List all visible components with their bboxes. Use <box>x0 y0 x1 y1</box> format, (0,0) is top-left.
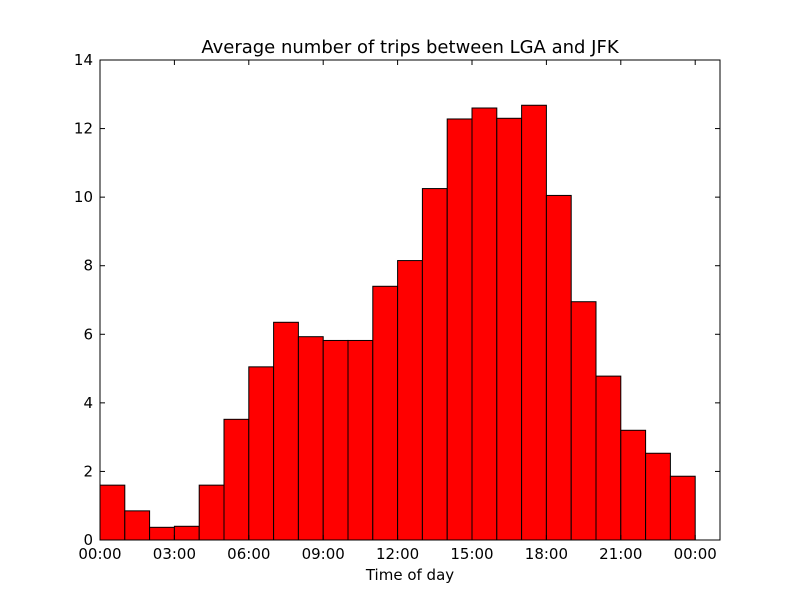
y-tick-label: 8 <box>83 257 93 275</box>
bar-1800 <box>545 194 572 541</box>
bar-1900 <box>570 301 597 541</box>
bar-0100 <box>124 510 151 541</box>
bar-1400 <box>446 118 473 541</box>
bar-0400 <box>198 484 225 541</box>
bars-group <box>99 104 696 541</box>
bar-2100 <box>620 429 647 541</box>
y-tick-label: 4 <box>83 394 93 412</box>
bar-0000 <box>99 484 126 541</box>
y-tick-label: 14 <box>74 51 93 69</box>
bar-0700 <box>273 321 299 541</box>
x-axis-label: Time of day <box>365 566 454 584</box>
chart-title: Average number of trips between LGA and … <box>201 37 619 58</box>
x-tick-label: 06:00 <box>227 545 270 563</box>
x-tick-label: 00:00 <box>674 545 717 563</box>
bar-0600 <box>248 366 275 541</box>
x-tick-label: 12:00 <box>376 545 419 563</box>
y-tick-label: 2 <box>83 462 93 480</box>
bar-1500 <box>471 107 498 541</box>
y-tick-label: 0 <box>83 531 93 549</box>
x-tick-label: 18:00 <box>525 545 568 563</box>
bar-1600 <box>496 117 523 541</box>
x-tick-label: 21:00 <box>599 545 642 563</box>
bar-1200 <box>397 260 423 541</box>
x-tick-label: 09:00 <box>302 545 345 563</box>
x-tick-label: 15:00 <box>450 545 493 563</box>
bar-0200 <box>149 526 175 541</box>
y-tick-label: 6 <box>83 325 93 343</box>
plot-frame <box>99 59 721 541</box>
x-tick-label: 03:00 <box>153 545 196 563</box>
bar-0800 <box>297 336 324 541</box>
y-tick-label: 10 <box>74 188 93 206</box>
x-tick-label: 00:00 <box>78 545 121 563</box>
bar-0900 <box>322 339 349 541</box>
bar-1300 <box>421 188 448 541</box>
bar-0500 <box>223 418 250 541</box>
bar-1000 <box>347 339 374 541</box>
bar-2200 <box>645 452 671 541</box>
ticks-group: 00:00 03:00 06:00 09:00 12:00 15:00 18:00 21:00… <box>74 51 720 563</box>
bar-1700 <box>521 104 547 541</box>
bar-1100 <box>372 285 399 541</box>
bar-0300 <box>173 525 200 541</box>
bar-2300 <box>669 475 696 541</box>
bar-2000 <box>595 375 622 541</box>
y-tick-label: 12 <box>74 120 93 138</box>
